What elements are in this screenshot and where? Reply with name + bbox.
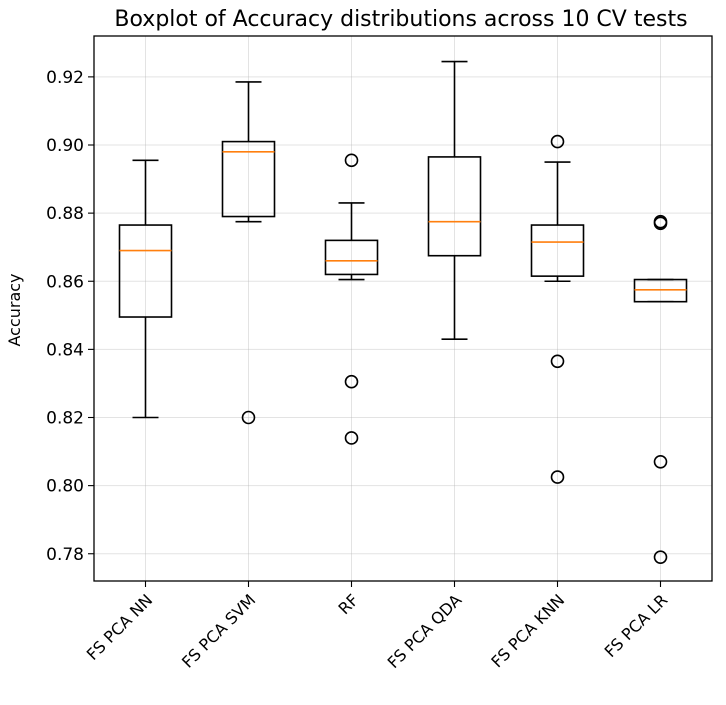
x-tick-label: FS PCA LR [601, 590, 672, 661]
grid-layer [94, 36, 712, 581]
box [221, 140, 276, 218]
y-tick-label: 0.92 [46, 68, 84, 88]
box [633, 278, 688, 303]
outlier-point [550, 134, 565, 149]
outlier-point [653, 454, 668, 469]
axes-frame [93, 35, 713, 582]
outlier-point [241, 410, 256, 425]
outlier-point [653, 216, 668, 231]
x-tick-label: RF [335, 590, 363, 618]
box [427, 156, 482, 257]
x-tick-label: FS PCA NN [83, 590, 157, 664]
outlier-point [550, 470, 565, 484]
x-tick-label: FS PCA QDA [384, 590, 466, 672]
x-tick-label: FS PCA SVM [178, 590, 259, 671]
y-tick-label: 0.78 [46, 545, 84, 565]
box-group-fs-pca-knn [530, 134, 585, 484]
outlier-point [344, 431, 359, 445]
outlier-point [344, 153, 359, 168]
box-group-fs-pca-svm [221, 81, 276, 425]
outlier-point [344, 374, 359, 389]
x-tick-label: FS PCA KNN [487, 590, 568, 671]
box-group-rf [324, 153, 379, 445]
box-group-fs-pca-qda [427, 60, 482, 340]
box-layer [118, 60, 688, 564]
y-axis-label: Accuracy [5, 273, 24, 346]
box [324, 239, 379, 276]
y-tick-label: 0.90 [46, 136, 84, 156]
y-tick-label: 0.82 [46, 409, 84, 429]
y-tick-label: 0.80 [46, 477, 84, 497]
y-tick-label: 0.86 [46, 272, 84, 292]
y-tick-label: 0.84 [46, 340, 84, 360]
outlier-point [653, 550, 668, 564]
box-group-fs-pca-nn [118, 159, 173, 419]
y-tick-label: 0.88 [46, 204, 84, 224]
outlier-point [550, 354, 565, 369]
box [530, 224, 585, 277]
box-group-fs-pca-lr [633, 214, 688, 564]
chart-title: Boxplot of Accuracy distributions across… [114, 7, 687, 32]
box [118, 224, 173, 318]
